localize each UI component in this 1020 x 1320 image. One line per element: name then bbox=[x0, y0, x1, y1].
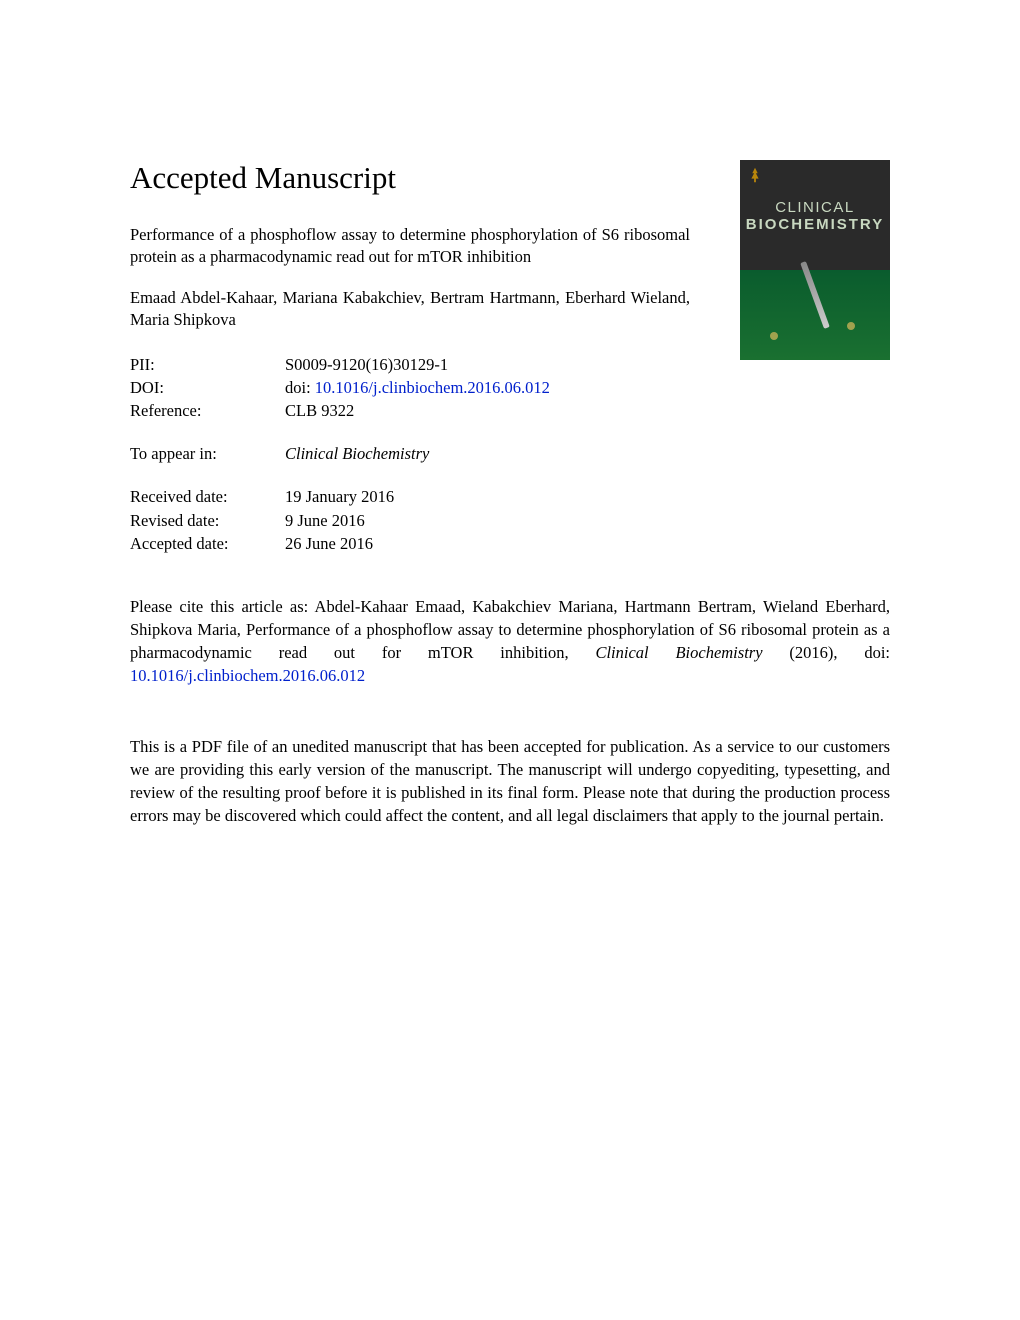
meta-row-revised: Revised date: 9 June 2016 bbox=[130, 509, 690, 532]
appear-value: Clinical Biochemistry bbox=[285, 442, 429, 465]
received-label: Received date: bbox=[130, 485, 285, 508]
manuscript-page: Accepted Manuscript CLINICAL BIOCHEMISTR… bbox=[0, 0, 1020, 827]
article-title: Performance of a phosphoflow assay to de… bbox=[130, 224, 690, 269]
doi-value: doi: 10.1016/j.clinbiochem.2016.06.012 bbox=[285, 376, 550, 399]
cover-dots-graphic bbox=[740, 300, 890, 360]
doi-label: DOI: bbox=[130, 376, 285, 399]
publisher-tree-icon bbox=[746, 166, 764, 184]
cover-line2: BIOCHEMISTRY bbox=[746, 216, 884, 233]
reference-label: Reference: bbox=[130, 399, 285, 422]
accepted-label: Accepted date: bbox=[130, 532, 285, 555]
citation-text: Please cite this article as: Abdel-Kahaa… bbox=[130, 595, 890, 687]
citation-doi-link[interactable]: 10.1016/j.clinbiochem.2016.06.012 bbox=[130, 666, 365, 685]
citation-journal: Clinical Biochemistry bbox=[595, 643, 762, 662]
revised-value: 9 June 2016 bbox=[285, 509, 365, 532]
pii-value: S0009-9120(16)30129-1 bbox=[285, 353, 448, 376]
article-meta-block: Performance of a phosphoflow assay to de… bbox=[130, 224, 690, 555]
meta-row-appear: To appear in: Clinical Biochemistry bbox=[130, 442, 690, 465]
accepted-value: 26 June 2016 bbox=[285, 532, 373, 555]
meta-row-pii: PII: S0009-9120(16)30129-1 bbox=[130, 353, 690, 376]
citation-year: (2016), doi: bbox=[763, 643, 890, 662]
revised-label: Revised date: bbox=[130, 509, 285, 532]
meta-row-accepted: Accepted date: 26 June 2016 bbox=[130, 532, 690, 555]
meta-row-reference: Reference: CLB 9322 bbox=[130, 399, 690, 422]
pii-label: PII: bbox=[130, 353, 285, 376]
doi-prefix: doi: bbox=[285, 378, 315, 397]
received-value: 19 January 2016 bbox=[285, 485, 394, 508]
metadata-table: PII: S0009-9120(16)30129-1 DOI: doi: 10.… bbox=[130, 353, 690, 555]
page-heading: Accepted Manuscript bbox=[130, 160, 396, 196]
doi-link[interactable]: 10.1016/j.clinbiochem.2016.06.012 bbox=[315, 378, 550, 397]
reference-value: CLB 9322 bbox=[285, 399, 354, 422]
cover-line1: CLINICAL bbox=[775, 199, 855, 216]
appear-label: To appear in: bbox=[130, 442, 285, 465]
meta-row-doi: DOI: doi: 10.1016/j.clinbiochem.2016.06.… bbox=[130, 376, 690, 399]
cover-title: CLINICAL BIOCHEMISTRY bbox=[746, 200, 884, 233]
journal-cover-thumbnail: CLINICAL BIOCHEMISTRY bbox=[740, 160, 890, 360]
disclaimer-text: This is a PDF file of an unedited manusc… bbox=[130, 735, 890, 827]
meta-row-received: Received date: 19 January 2016 bbox=[130, 485, 690, 508]
article-authors: Emaad Abdel-Kahaar, Mariana Kabakchiev, … bbox=[130, 287, 690, 332]
